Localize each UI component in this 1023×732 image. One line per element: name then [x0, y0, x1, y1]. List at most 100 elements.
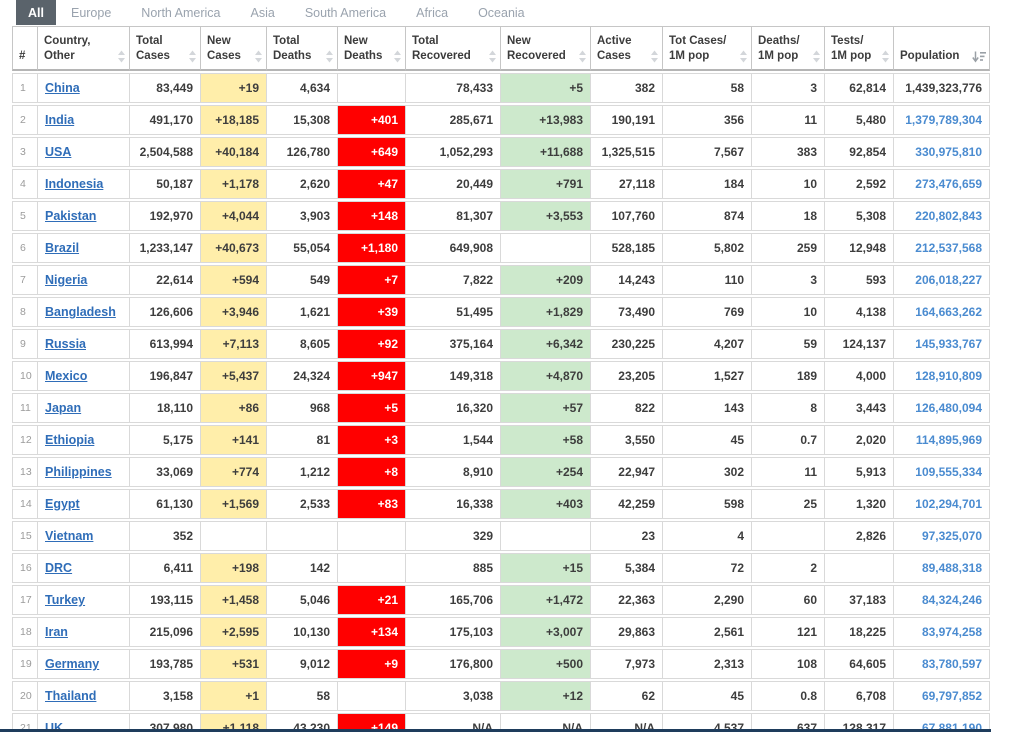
tests-1m-cell: 12,948 — [825, 233, 894, 263]
population-link[interactable]: 1,379,789,304 — [905, 113, 982, 127]
country-link-drc[interactable]: DRC — [45, 561, 73, 575]
population-link[interactable]: 69,797,852 — [921, 689, 982, 703]
country-link-thailand[interactable]: Thailand — [45, 689, 97, 703]
tests-1m-cell: 3,443 — [825, 393, 894, 423]
country-link-germany[interactable]: Germany — [45, 657, 100, 671]
population-link[interactable]: 164,663,262 — [915, 305, 982, 319]
tab-asia[interactable]: Asia — [250, 6, 275, 20]
column-header-country[interactable]: Country, Other — [38, 26, 130, 71]
country-link-uk[interactable]: UK — [45, 721, 64, 732]
tests-1m-cell: 2,020 — [825, 425, 894, 455]
country-link-usa[interactable]: USA — [45, 145, 72, 159]
deaths-1m-cell: 3 — [752, 73, 825, 103]
population-link[interactable]: 83,974,258 — [921, 625, 982, 639]
column-header-total_deaths[interactable]: Total Deaths — [267, 26, 338, 71]
country-link-iran[interactable]: Iran — [45, 625, 68, 639]
country-link-philippines[interactable]: Philippines — [45, 465, 112, 479]
total-cases-cell: 193,785 — [130, 649, 201, 679]
population-link[interactable]: 109,555,334 — [915, 465, 982, 479]
population-link[interactable]: 83,780,597 — [921, 657, 982, 671]
tests-1m-cell: 18,225 — [825, 617, 894, 647]
country-link-turkey[interactable]: Turkey — [45, 593, 86, 607]
tab-oceania[interactable]: Oceania — [478, 6, 525, 20]
country-link-india[interactable]: India — [45, 113, 75, 127]
country-link-nigeria[interactable]: Nigeria — [45, 273, 88, 287]
table-row: 17 Turkey 193,115 +1,458 5,046 +21 165,706 +1,4… — [12, 585, 990, 615]
new-cases-cell: +141 — [201, 425, 267, 455]
new-cases-cell: +3,946 — [201, 297, 267, 327]
column-header-total_cases[interactable]: Total Cases — [130, 26, 201, 71]
total-cases-cell: 613,994 — [130, 329, 201, 359]
country-cell: Egypt — [38, 489, 130, 519]
column-header-new_recovered[interactable]: New Recovered — [501, 26, 591, 71]
column-header-total_recovered[interactable]: Total Recovered — [406, 26, 501, 71]
active-cases-cell: 27,118 — [591, 169, 663, 199]
country-link-indonesia[interactable]: Indonesia — [45, 177, 104, 191]
table-row: 8 Bangladesh 126,606 +3,946 1,621 +39 51,495 +1… — [12, 297, 990, 327]
country-link-pakistan[interactable]: Pakistan — [45, 209, 97, 223]
total-recovered-cell: 20,449 — [406, 169, 501, 199]
country-link-ethiopia[interactable]: Ethiopia — [45, 433, 95, 447]
new-recovered-cell: +500 — [501, 649, 591, 679]
country-cell: DRC — [38, 553, 130, 583]
new-deaths-cell: +947 — [338, 361, 406, 391]
column-header-deaths_1m[interactable]: Deaths/ 1M pop — [752, 26, 825, 71]
total-cases-cell: 126,606 — [130, 297, 201, 327]
population-link[interactable]: 67,881,190 — [921, 721, 982, 732]
row-rank: 1 — [12, 73, 38, 103]
total-deaths-cell: 15,308 — [267, 105, 338, 135]
country-link-brazil[interactable]: Brazil — [45, 241, 80, 255]
tests-1m-cell: 4,000 — [825, 361, 894, 391]
population-link[interactable]: 220,802,843 — [915, 209, 982, 223]
tests-1m-cell: 124,137 — [825, 329, 894, 359]
tests-1m-cell: 62,814 — [825, 73, 894, 103]
new-cases-cell: +1,569 — [201, 489, 267, 519]
column-header-tot_cases_1m[interactable]: Tot Cases/ 1M pop — [663, 26, 752, 71]
country-link-bangladesh[interactable]: Bangladesh — [45, 305, 116, 319]
total-cases-cell: 50,187 — [130, 169, 201, 199]
total-cases-cell: 192,970 — [130, 201, 201, 231]
total-cases-cell: 3,158 — [130, 681, 201, 711]
country-link-vietnam[interactable]: Vietnam — [45, 529, 94, 543]
population-link[interactable]: 126,480,094 — [915, 401, 982, 415]
population-link[interactable]: 273,476,659 — [915, 177, 982, 191]
tab-south-america[interactable]: South America — [304, 6, 387, 20]
tab-north-america[interactable]: North America — [141, 6, 221, 20]
column-label-total_cases: Total Cases — [136, 35, 170, 63]
population-link[interactable]: 102,294,701 — [915, 497, 982, 511]
country-link-russia[interactable]: Russia — [45, 337, 86, 351]
active-cases-cell: 1,325,515 — [591, 137, 663, 167]
new-deaths-cell: +47 — [338, 169, 406, 199]
column-header-new_deaths[interactable]: New Deaths — [338, 26, 406, 71]
population-link[interactable]: 145,933,767 — [915, 337, 982, 351]
column-header-population[interactable]: Population — [894, 26, 990, 71]
population-link[interactable]: 89,488,318 — [921, 561, 982, 575]
population-link[interactable]: 128,910,809 — [915, 369, 982, 383]
new-cases-cell: +86 — [201, 393, 267, 423]
country-link-japan[interactable]: Japan — [45, 401, 82, 415]
column-label-new_deaths: New Deaths — [344, 35, 383, 63]
population-link[interactable]: 212,537,568 — [915, 241, 982, 255]
tab-africa[interactable]: Africa — [416, 6, 449, 20]
new-cases-cell: +40,184 — [201, 137, 267, 167]
column-header-active_cases[interactable]: Active Cases — [591, 26, 663, 71]
country-link-egypt[interactable]: Egypt — [45, 497, 80, 511]
tab-europe[interactable]: Europe — [70, 6, 112, 20]
column-header-new_cases[interactable]: New Cases — [201, 26, 267, 71]
sort-both-icon — [881, 50, 890, 63]
population-link[interactable]: 206,018,227 — [915, 273, 982, 287]
country-link-china[interactable]: China — [45, 81, 80, 95]
tab-all[interactable]: All — [16, 0, 56, 25]
active-cases-cell: N/A — [591, 713, 663, 732]
population-link[interactable]: 330,975,810 — [915, 145, 982, 159]
population-link[interactable]: 84,324,246 — [921, 593, 982, 607]
country-cell: Philippines — [38, 457, 130, 487]
column-header-tests_1m[interactable]: Tests/ 1M pop — [825, 26, 894, 71]
country-link-mexico[interactable]: Mexico — [45, 369, 88, 383]
deaths-1m-cell: 383 — [752, 137, 825, 167]
active-cases-cell: 23 — [591, 521, 663, 551]
population-link[interactable]: 97,325,070 — [921, 529, 982, 543]
country-cell: Turkey — [38, 585, 130, 615]
active-cases-cell: 822 — [591, 393, 663, 423]
population-link[interactable]: 114,895,969 — [915, 433, 982, 447]
